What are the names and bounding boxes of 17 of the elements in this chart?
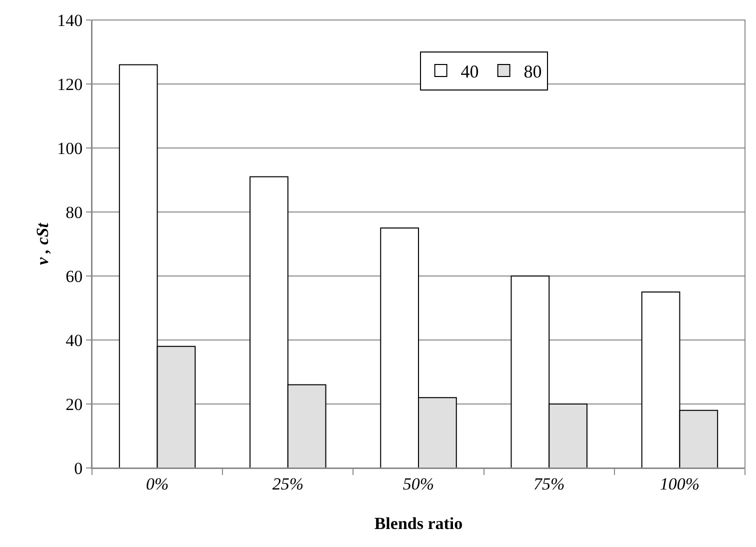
x-tick-label: 75%: [534, 474, 565, 494]
y-tick-label: 0: [74, 458, 83, 478]
legend-label: 80: [524, 62, 542, 82]
x-axis-title: Blends ratio: [374, 514, 463, 533]
y-tick-label: 40: [66, 330, 83, 350]
x-tick-label: 25%: [272, 474, 304, 494]
y-tick-label: 140: [57, 10, 83, 30]
y-axis-title: v , cSt: [33, 222, 52, 266]
legend-label: 40: [460, 62, 479, 82]
x-tick-label: 0%: [146, 474, 169, 494]
x-tick-label: 50%: [402, 474, 434, 494]
y-tick-label: 20: [66, 394, 83, 414]
x-tick-label: 100%: [660, 474, 700, 494]
y-tick-label: 60: [66, 266, 83, 286]
y-tick-label: 120: [57, 74, 83, 94]
y-tick-label: 80: [66, 202, 83, 222]
y-tick-label: 100: [57, 138, 83, 158]
